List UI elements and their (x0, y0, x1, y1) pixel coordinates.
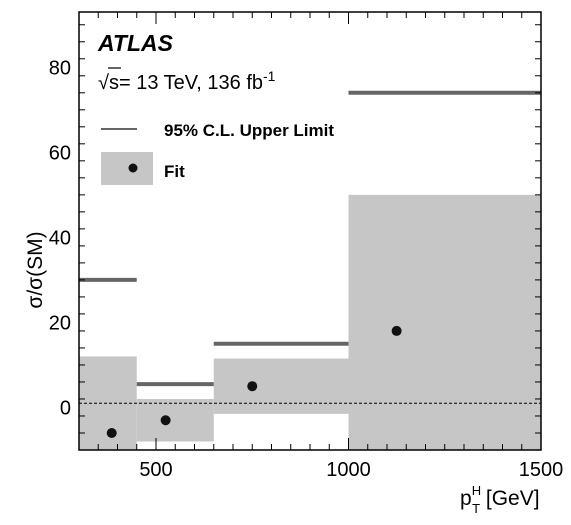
upper-limit-lines (79, 90, 541, 387)
legend-limit-label: 95% C.L. Upper Limit (164, 121, 334, 140)
fit-points (106, 325, 402, 438)
sqrt-s-symbol: √s (98, 72, 119, 94)
legend: 95% C.L. Upper Limit Fit (101, 121, 334, 185)
plot-area (79, 90, 541, 450)
x-tick-label: 1000 (326, 459, 371, 481)
y-tick-label: 0 (60, 397, 71, 419)
fit-point (391, 325, 402, 336)
energy-lumi-text: = 13 TeV, 136 fb (119, 72, 263, 94)
x-axis: 500 1000 1500 (78, 12, 564, 481)
experiment-label: ATLAS (97, 30, 174, 56)
x-tick-label: 500 (139, 459, 172, 481)
energy-lumi-label: √s= 13 TeV, 136 fb-1 (98, 67, 276, 94)
legend-fit-label: Fit (164, 162, 185, 181)
x-axis-label: pH T [GeV] (460, 483, 540, 516)
y-tick-label: 80 (49, 57, 71, 79)
fit-point (106, 427, 117, 438)
x-label-sub: T (472, 501, 480, 516)
y-axis-label: σ/σ(SM) (24, 231, 47, 308)
y-tick-label: 20 (49, 312, 71, 334)
y-tick-label: 60 (49, 142, 71, 164)
x-tick-label: 1500 (519, 459, 564, 481)
fit-bands (79, 194, 541, 450)
x-label-unit: [GeV] (480, 487, 540, 510)
lumi-exponent: -1 (263, 68, 276, 84)
fit-point (160, 415, 171, 426)
x-label-main: p (460, 487, 472, 510)
fit-band (136, 398, 214, 442)
y-axis: 0 20 40 60 80 (49, 24, 541, 451)
y-tick-label: 40 (49, 227, 71, 249)
fit-band (213, 358, 349, 414)
legend-fit-marker (128, 163, 138, 173)
fit-point (247, 381, 258, 392)
svg-text:√s= 13 TeV, 136 fb-1: √s= 13 TeV, 136 fb-1 (98, 68, 276, 94)
fit-band (348, 194, 541, 450)
legend-fit-swatch (101, 152, 153, 185)
x-label-sup: H (472, 483, 481, 498)
